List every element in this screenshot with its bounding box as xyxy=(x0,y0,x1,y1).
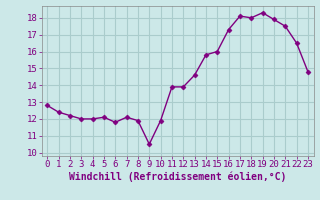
X-axis label: Windchill (Refroidissement éolien,°C): Windchill (Refroidissement éolien,°C) xyxy=(69,172,286,182)
